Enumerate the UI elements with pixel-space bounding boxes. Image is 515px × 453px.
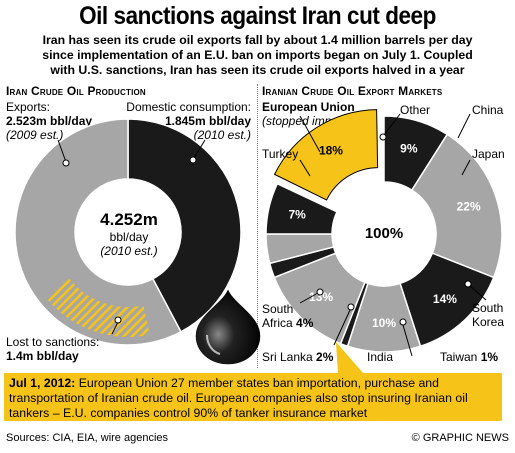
production-total: 4.252m bbox=[100, 210, 158, 229]
market-pct-label-unlabeled: 7% bbox=[288, 208, 306, 222]
timeline-date: Jul 1, 2012: bbox=[9, 376, 76, 390]
market-name-label-japan: Japan bbox=[472, 147, 505, 161]
production-slice-exports bbox=[14, 118, 182, 346]
oil-drop-icon bbox=[195, 289, 261, 365]
production-center-note: (2010 est.) bbox=[100, 244, 158, 258]
lost-label: Lost to sanctions: bbox=[6, 335, 100, 349]
lost-callout-line bbox=[111, 321, 119, 335]
footer-sources: Sources: CIA, EIA, wire agencies bbox=[6, 432, 169, 444]
market-name-label-south-korea: South Korea bbox=[472, 301, 505, 329]
japan-callout-line bbox=[461, 159, 471, 176]
other-callout-line bbox=[383, 113, 401, 136]
southafrica-callout-line bbox=[299, 292, 319, 304]
market-pct-label-japan: 14% bbox=[433, 292, 457, 306]
srilanka-callout-line bbox=[333, 309, 351, 346]
production-lost-to-sanctions-area bbox=[45, 278, 150, 337]
subtitle-line-2: since implementation of an E.U. ban on i… bbox=[42, 48, 473, 62]
eu-label: European Union bbox=[262, 100, 355, 114]
domestic-label: Domestic consumption: bbox=[126, 100, 251, 114]
eu-callout-line bbox=[299, 115, 321, 153]
production-unit: bbl/day bbox=[109, 230, 149, 244]
market-slice-unlabeled bbox=[265, 182, 338, 235]
market-pct-label-china: 22% bbox=[457, 199, 481, 213]
domestic-callout-dot bbox=[189, 156, 197, 164]
market-slice-turkey bbox=[273, 109, 379, 201]
lost-value: 1.4m bbl/day bbox=[6, 349, 79, 363]
timeline-note: Jul 1, 2012: European Union 27 member st… bbox=[4, 373, 502, 421]
market-name-label-taiwan: Taiwan 1% bbox=[440, 350, 499, 364]
taiwan-callout-dot bbox=[399, 318, 407, 326]
page-title: Oil sanctions against Iran cut deep bbox=[79, 2, 436, 30]
market-name-label-south-africa: South Africa 4% bbox=[262, 302, 314, 330]
markets-center-value: 100% bbox=[364, 225, 404, 242]
exports-value: 2.523m bbl/day bbox=[6, 114, 93, 128]
markets-heading: Iranian Crude Oil Export Markets bbox=[262, 84, 443, 98]
production-slice-domestic bbox=[127, 118, 242, 333]
timeline-text: European Union 27 member states ban impo… bbox=[9, 376, 468, 420]
oil-drop-highlight bbox=[206, 334, 221, 355]
subtitle-line-1: Iran has seen its crude oil exports fall… bbox=[42, 33, 473, 47]
footer-credit: © GRAPHIC NEWS bbox=[411, 432, 509, 444]
exports-callout-line bbox=[57, 139, 67, 163]
market-pct-label-india: 13% bbox=[309, 290, 333, 304]
production-heading: Iran Crude Oil Production bbox=[6, 84, 146, 98]
subtitle: Iran has seen its crude oil exports fall… bbox=[6, 33, 509, 78]
exports-note: (2009 est.) bbox=[6, 128, 64, 142]
market-pct-label-south-korea: 10% bbox=[372, 316, 396, 330]
domestic-value: 1.845m bbl/day bbox=[164, 114, 251, 128]
southafrica-callout-dot bbox=[316, 288, 324, 296]
china-callout-line bbox=[457, 113, 471, 139]
market-name-label-india: India bbox=[367, 350, 394, 364]
lost-callout-dot bbox=[114, 316, 122, 324]
taiwan-callout-line bbox=[402, 324, 413, 357]
other-callout-dot bbox=[379, 133, 387, 141]
market-name-label-sri-lanka: Sri Lanka 2% bbox=[262, 350, 334, 364]
market-name-label-turkey: Turkey bbox=[262, 147, 299, 161]
southkorea-callout-line bbox=[469, 285, 487, 301]
market-slice-china bbox=[410, 133, 503, 279]
exports-callout-dot bbox=[62, 159, 70, 167]
domestic-note: (2010 est.) bbox=[193, 128, 251, 142]
market-pct-label-other: 9% bbox=[400, 142, 418, 156]
market-name-label-other: Other bbox=[400, 103, 431, 117]
market-name-label-china: China bbox=[472, 103, 504, 117]
subtitle-line-3: with U.S. sanctions, Iran has seen its c… bbox=[50, 63, 465, 77]
production-center: 4.252m bbl/day (2010 est.) bbox=[85, 210, 173, 258]
market-pct-label-turkey: 18% bbox=[319, 143, 343, 157]
exports-label: Exports: bbox=[6, 100, 51, 114]
panel-divider bbox=[257, 84, 258, 368]
southkorea-callout-dot bbox=[464, 280, 472, 288]
srilanka-callout-dot bbox=[347, 303, 355, 311]
turkey-callout-line bbox=[299, 159, 311, 177]
domestic-callout-line bbox=[193, 139, 206, 159]
